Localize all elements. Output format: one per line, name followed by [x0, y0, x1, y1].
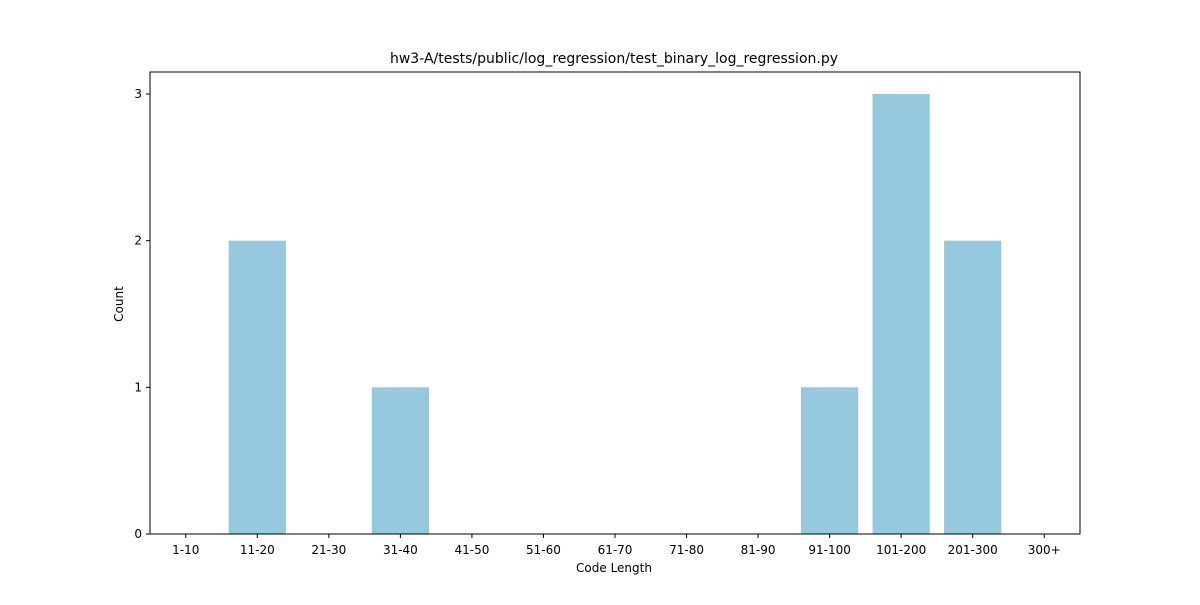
x-axis-ticks: 1-10 11-20 21-30 31-40 41-50 51-60 61-70 71-80 8…	[172, 534, 1061, 557]
bar-101-200	[872, 94, 930, 534]
x-tick-label: 71-80	[669, 543, 704, 557]
x-tick-label: 91-100	[808, 543, 851, 557]
x-tick-label: 61-70	[598, 543, 633, 557]
x-tick-label: 201-300	[948, 543, 998, 557]
y-axis-ticks: 0 1 2 3	[134, 87, 150, 541]
x-tick-label: 51-60	[526, 543, 561, 557]
x-tick-label: 1-10	[172, 543, 199, 557]
x-tick-label: 21-30	[311, 543, 346, 557]
y-tick-label: 1	[134, 380, 142, 394]
x-tick-label: 101-200	[876, 543, 926, 557]
x-tick-label: 300+	[1028, 543, 1061, 557]
x-tick-label: 31-40	[383, 543, 418, 557]
chart-title: hw3-A/tests/public/log_regression/test_b…	[390, 51, 838, 67]
bars-group	[228, 94, 1002, 535]
x-tick-label: 11-20	[240, 543, 275, 557]
x-axis-label: Code Length	[576, 561, 652, 575]
bar-201-300	[944, 240, 1002, 535]
x-tick-label: 41-50	[454, 543, 489, 557]
y-tick-label: 3	[134, 87, 142, 101]
bar-31-40	[371, 387, 429, 534]
bar-11-20	[228, 240, 286, 535]
y-tick-label: 2	[134, 234, 142, 248]
bar-91-100	[801, 387, 859, 534]
y-tick-label: 0	[134, 527, 142, 541]
plot-area-frame	[149, 71, 1081, 535]
x-tick-label: 81-90	[741, 543, 776, 557]
y-axis-label: Count	[112, 286, 126, 322]
